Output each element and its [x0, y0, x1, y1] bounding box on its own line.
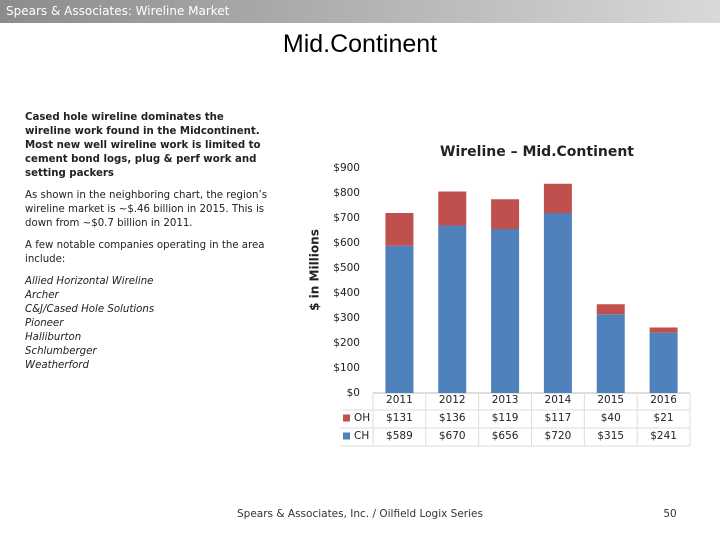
bar-segment — [385, 245, 414, 393]
legend-label: OH — [354, 412, 370, 424]
y-tick-label: $800 — [333, 187, 360, 199]
y-tick-label: $0 — [347, 387, 360, 399]
chart-title: Wireline – Mid.Continent — [440, 144, 634, 160]
bar-segment — [491, 199, 520, 229]
y-tick-label: $500 — [333, 262, 360, 274]
y-axis-title: $ in Millions — [308, 229, 322, 311]
y-tick-label: $600 — [333, 237, 360, 249]
value-label: $119 — [492, 412, 519, 424]
company: Allied Horizontal Wireline — [25, 276, 154, 287]
bar-segment — [649, 327, 678, 333]
paragraph: A few notable companies operating in the… — [25, 240, 265, 265]
y-tick-label: $100 — [333, 362, 360, 374]
value-label: $241 — [650, 430, 677, 442]
value-label: $40 — [601, 412, 621, 424]
value-label: $589 — [386, 430, 413, 442]
bar-segment — [543, 213, 572, 393]
x-tick-label: 2012 — [439, 394, 466, 406]
bar-segment — [596, 304, 625, 315]
bar-segment — [543, 183, 572, 213]
value-label: $131 — [386, 412, 413, 424]
paragraph: Cased hole wireline dominates the wireli… — [25, 112, 261, 179]
value-label: $315 — [597, 430, 624, 442]
company-list: Allied Horizontal Wireline Archer C&J/Case… — [25, 275, 270, 373]
bar-segment — [491, 229, 520, 393]
y-tick-label: $200 — [333, 337, 360, 349]
value-label: $21 — [654, 412, 674, 424]
x-tick-label: 2016 — [650, 394, 677, 406]
bar-segment — [438, 191, 467, 226]
legend-swatch — [343, 432, 350, 440]
bar-segment — [438, 225, 467, 393]
company: Schlumberger — [25, 346, 97, 357]
company: Weatherford — [25, 360, 89, 371]
legend-label: CH — [354, 430, 369, 442]
y-tick-label: $900 — [333, 162, 360, 174]
value-label: $656 — [492, 430, 519, 442]
x-tick-label: 2011 — [386, 394, 413, 406]
value-label: $136 — [439, 412, 466, 424]
y-tick-label: $300 — [333, 312, 360, 324]
company: C&J/Cased Hole Solutions — [25, 304, 155, 315]
company: Pioneer — [25, 318, 64, 329]
y-tick-label: $400 — [333, 287, 360, 299]
legend-swatch — [343, 414, 350, 422]
x-tick-label: 2014 — [545, 394, 572, 406]
value-label: $720 — [545, 430, 572, 442]
header-title: Spears & Associates: Wireline Market — [0, 0, 720, 23]
value-label: $670 — [439, 430, 466, 442]
text-column: Cased hole wireline dominates the wireli… — [25, 111, 270, 373]
page-number: 50 — [663, 508, 677, 520]
x-tick-label: 2015 — [597, 394, 624, 406]
company: Halliburton — [25, 332, 82, 343]
value-label: $117 — [545, 412, 572, 424]
y-tick-label: $700 — [333, 212, 360, 224]
company: Archer — [25, 290, 59, 301]
paragraph: As shown in the neighboring chart, the r… — [25, 190, 268, 229]
x-tick-label: 2013 — [492, 394, 519, 406]
bar-segment — [596, 314, 625, 393]
footer-text: Spears & Associates, Inc. / Oilfield Log… — [237, 508, 483, 520]
slide-title: Mid.Continent — [282, 30, 438, 58]
bar-segment — [385, 213, 414, 246]
bar-segment — [649, 332, 678, 393]
